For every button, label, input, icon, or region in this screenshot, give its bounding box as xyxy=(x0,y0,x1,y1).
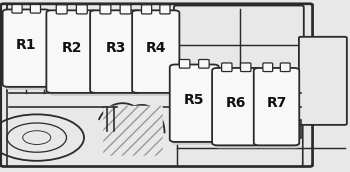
FancyBboxPatch shape xyxy=(90,10,141,93)
FancyBboxPatch shape xyxy=(170,64,219,142)
Text: R2: R2 xyxy=(62,41,82,55)
FancyBboxPatch shape xyxy=(173,68,219,145)
Text: R7: R7 xyxy=(266,96,287,110)
Text: R6: R6 xyxy=(226,96,246,110)
FancyBboxPatch shape xyxy=(3,9,50,87)
FancyBboxPatch shape xyxy=(212,68,260,145)
FancyBboxPatch shape xyxy=(141,5,152,14)
Text: R4: R4 xyxy=(146,41,166,55)
FancyBboxPatch shape xyxy=(12,4,22,13)
FancyBboxPatch shape xyxy=(254,68,299,145)
FancyBboxPatch shape xyxy=(7,4,186,92)
FancyBboxPatch shape xyxy=(160,5,170,14)
Text: R3: R3 xyxy=(105,41,126,55)
FancyBboxPatch shape xyxy=(103,106,163,156)
FancyBboxPatch shape xyxy=(76,5,87,14)
FancyBboxPatch shape xyxy=(7,85,303,166)
FancyBboxPatch shape xyxy=(30,4,41,13)
FancyBboxPatch shape xyxy=(263,63,273,72)
FancyBboxPatch shape xyxy=(56,5,67,14)
FancyBboxPatch shape xyxy=(120,5,131,14)
FancyBboxPatch shape xyxy=(132,10,179,93)
FancyBboxPatch shape xyxy=(257,72,300,148)
FancyBboxPatch shape xyxy=(174,6,304,84)
FancyBboxPatch shape xyxy=(1,4,313,166)
FancyBboxPatch shape xyxy=(222,63,232,72)
Text: R5: R5 xyxy=(184,93,204,107)
FancyBboxPatch shape xyxy=(135,14,180,96)
FancyBboxPatch shape xyxy=(199,60,209,68)
FancyBboxPatch shape xyxy=(280,63,290,72)
FancyBboxPatch shape xyxy=(46,10,97,93)
Text: R1: R1 xyxy=(16,37,36,52)
FancyBboxPatch shape xyxy=(100,5,111,14)
FancyBboxPatch shape xyxy=(299,37,347,125)
FancyBboxPatch shape xyxy=(6,13,51,90)
FancyBboxPatch shape xyxy=(93,14,141,96)
FancyBboxPatch shape xyxy=(240,63,251,72)
FancyBboxPatch shape xyxy=(215,72,261,148)
FancyBboxPatch shape xyxy=(49,14,98,96)
FancyBboxPatch shape xyxy=(180,60,190,68)
